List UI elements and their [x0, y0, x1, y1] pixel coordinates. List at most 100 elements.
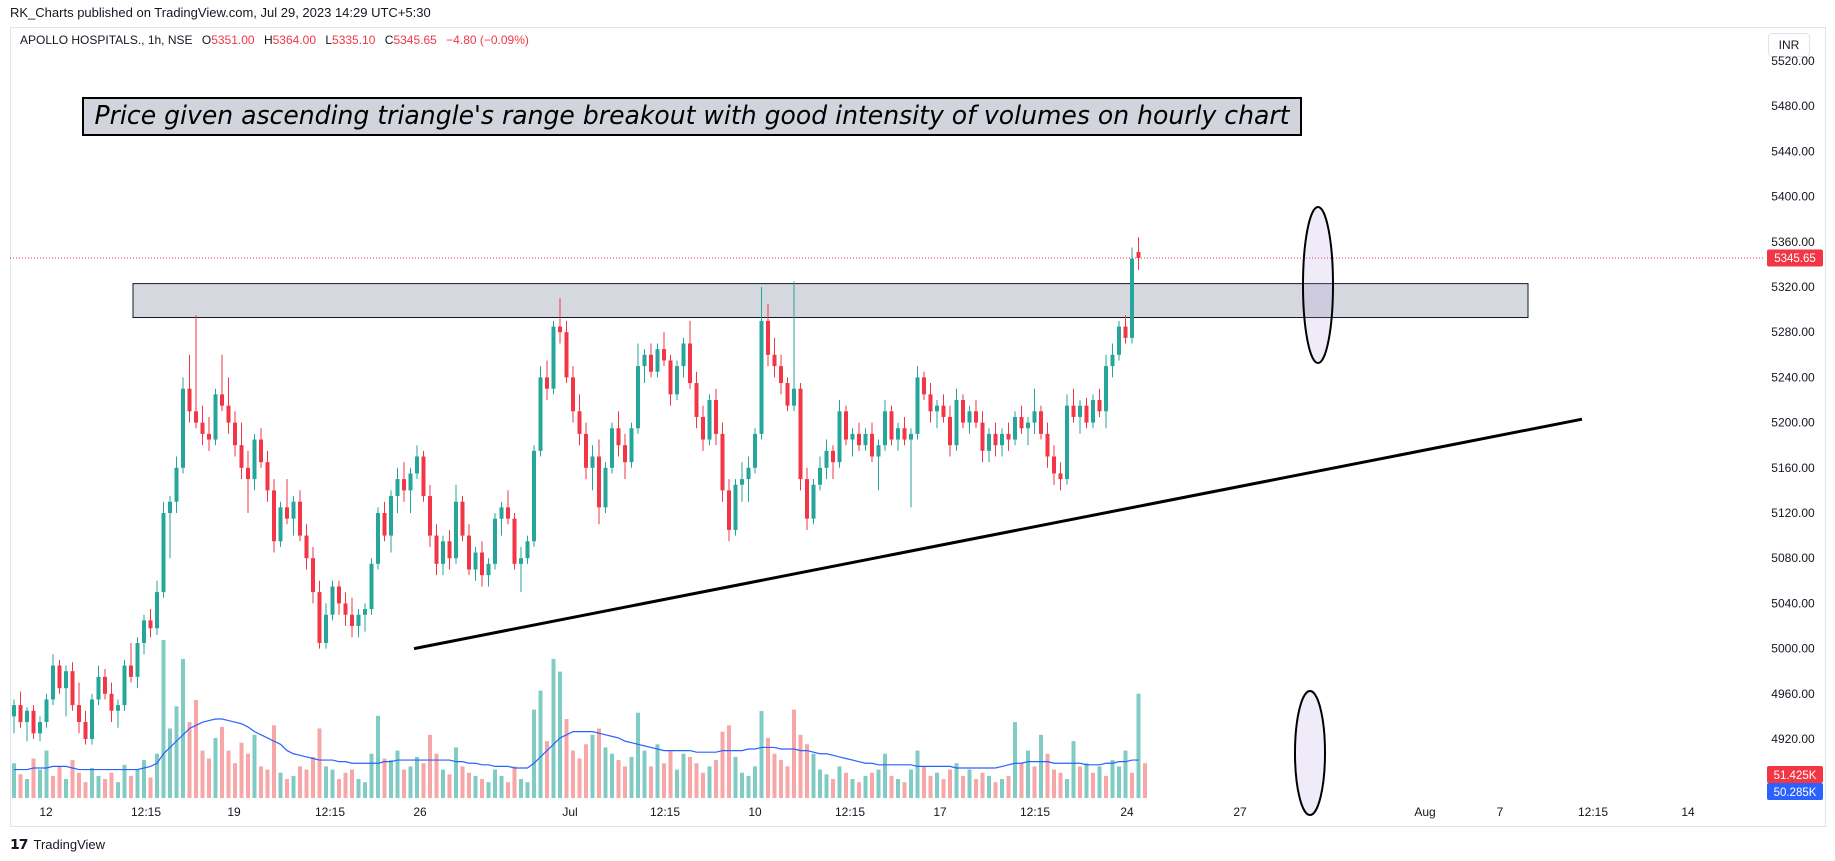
volume-bar: [1058, 772, 1063, 798]
time-axis: 12 12:15 19 12:15 26 Jul 12:15 10 12:15 17 12:15 24…: [39, 805, 1695, 819]
volume-bar: [772, 753, 777, 798]
candle-body: [343, 603, 348, 615]
volume-bar: [499, 775, 504, 798]
volume-bar: [1136, 693, 1141, 798]
last-price-label: 5345.65: [1774, 253, 1816, 265]
volume-bar: [1123, 750, 1128, 798]
volume-bars: [12, 640, 1147, 798]
ohlc-legend: APOLLO HOSPITALS., 1h, NSE O5351.00 H536…: [20, 33, 529, 47]
candle-body: [694, 383, 699, 417]
candle-body: [1123, 326, 1128, 338]
candle-body: [850, 433, 855, 440]
x-tick-label: 26: [413, 805, 427, 819]
candle-body: [161, 513, 166, 593]
currency-button[interactable]: INR: [1768, 33, 1810, 57]
volume-bar: [122, 764, 127, 798]
candle-body: [324, 614, 328, 643]
x-tick-label: Aug: [1414, 805, 1435, 819]
candle-body: [447, 541, 452, 559]
x-tick-label: 19: [227, 805, 241, 819]
volume-bar: [129, 775, 133, 798]
volume-bar: [155, 753, 159, 798]
volume-bar: [168, 728, 172, 798]
volume-bar: [246, 753, 250, 798]
volume-bar: [649, 766, 653, 798]
volume-bar: [272, 725, 276, 798]
volume-bar: [265, 769, 270, 798]
candle-body: [642, 354, 647, 367]
volume-bar: [915, 750, 920, 798]
volume-bar: [291, 775, 296, 798]
volume-bar: [993, 782, 998, 798]
candle-body: [714, 400, 718, 434]
volume-bar: [304, 769, 309, 798]
volume-bar: [285, 779, 289, 798]
volume-bar: [584, 744, 588, 798]
volume-bar: [779, 760, 783, 798]
volume-bar: [727, 725, 731, 798]
volume-bar: [948, 769, 952, 798]
candle-body: [356, 614, 361, 626]
candle-body: [317, 592, 322, 643]
volume-bar: [558, 671, 562, 798]
candle-body: [389, 496, 393, 536]
volume-bar: [103, 779, 107, 798]
volume-bar: [519, 779, 523, 798]
candle-body: [51, 665, 55, 700]
candle-body: [1019, 416, 1024, 429]
volume-bar: [636, 712, 640, 798]
candle-body: [1000, 433, 1004, 446]
published-caption: RK_Charts published on TradingView.com, …: [10, 5, 431, 20]
candle-body: [304, 535, 309, 559]
candle-body: [1136, 251, 1141, 259]
x-tick-label: 12:15: [315, 805, 345, 819]
breakout-volume-ellipse: [1294, 690, 1326, 816]
volume-ma-line: [14, 718, 1139, 771]
candle-body: [558, 326, 562, 333]
change-value: −4.80 (−0.09%): [446, 33, 529, 47]
volume-bar: [792, 709, 796, 798]
volume-bar: [889, 775, 894, 798]
candle-body: [688, 343, 692, 384]
candle-body: [259, 439, 263, 463]
candle-body: [493, 518, 497, 564]
candle-body: [311, 558, 315, 593]
candle-body: [740, 479, 744, 485]
volume-bar: [402, 769, 406, 798]
volume-bar: [909, 769, 913, 798]
volume-bar: [1013, 722, 1017, 798]
symbol-label[interactable]: APOLLO HOSPITALS., 1h, NSE: [20, 33, 193, 47]
volume-bar: [577, 758, 582, 798]
volume-bar: [369, 753, 374, 798]
volume-bar: [454, 747, 458, 798]
candle-body: [194, 411, 198, 423]
candle-body: [142, 620, 146, 643]
volume-bar: [883, 753, 887, 798]
y-tick-label: 5440.00: [1771, 144, 1815, 158]
chart-frame: [10, 27, 1826, 827]
volume-bar: [187, 722, 192, 798]
volume-bar: [733, 756, 738, 798]
candle-body: [1065, 405, 1069, 480]
candle-body: [1071, 405, 1076, 417]
volume-bar: [434, 753, 439, 798]
candle-body: [454, 501, 458, 559]
candle-body: [571, 377, 575, 412]
candle-body: [1032, 411, 1037, 423]
candle-body: [811, 484, 816, 519]
y-tick-label: 5360.00: [1771, 235, 1815, 249]
candle-body: [584, 433, 588, 468]
candle-body: [285, 507, 289, 519]
x-tick-label: 12:15: [131, 805, 161, 819]
candle-body: [1130, 258, 1134, 338]
candle-body: [837, 411, 842, 463]
x-tick-label: 17: [933, 805, 947, 819]
volume-bar: [850, 779, 855, 798]
candle-body: [824, 450, 829, 468]
volume-bar: [44, 750, 49, 798]
volume-bar: [51, 775, 55, 798]
candle-body: [512, 518, 517, 564]
candle-body: [135, 642, 140, 677]
candle-body: [928, 394, 933, 412]
